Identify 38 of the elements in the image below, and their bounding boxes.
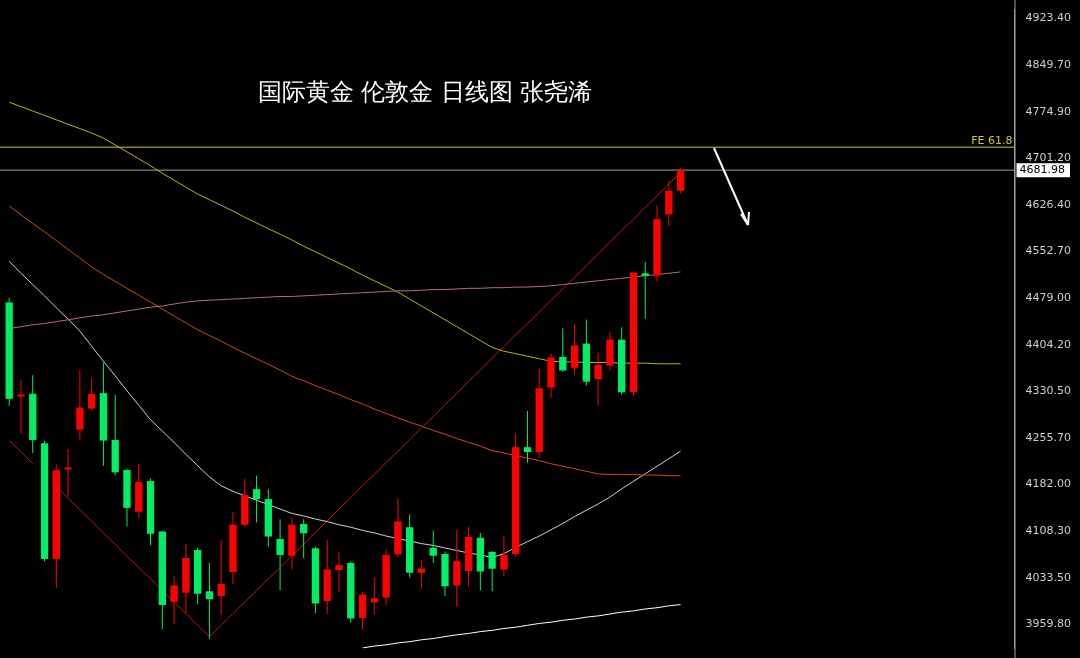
y-tick-label: 4108.30 bbox=[1025, 523, 1072, 537]
candlestick bbox=[559, 327, 567, 373]
candlestick bbox=[76, 368, 84, 441]
candlestick bbox=[570, 323, 579, 376]
y-tick-label: 4701.20 bbox=[1025, 150, 1072, 164]
candlestick bbox=[335, 551, 343, 593]
y-tick-label: 4479.00 bbox=[1025, 290, 1072, 304]
y-tick-label: 4626.40 bbox=[1025, 197, 1072, 211]
ref-line-label: 4681.98 bbox=[1019, 162, 1066, 176]
candlestick bbox=[358, 590, 367, 630]
y-tick-label: 4923.40 bbox=[1025, 11, 1072, 25]
candlestick bbox=[488, 550, 496, 592]
candlestick bbox=[300, 518, 308, 559]
candlestick bbox=[87, 377, 96, 412]
y-tick-label: 3959.80 bbox=[1025, 617, 1072, 631]
y-tick-label: 4849.70 bbox=[1025, 57, 1072, 71]
y-tick-label: 4330.50 bbox=[1025, 383, 1072, 397]
candlestick bbox=[594, 352, 602, 407]
ref-line-label: FE 61.8 bbox=[971, 133, 1013, 147]
y-tick-label: 4774.90 bbox=[1025, 104, 1072, 118]
candlestick bbox=[665, 180, 673, 227]
y-tick-label: 4182.00 bbox=[1025, 477, 1072, 491]
candlestick bbox=[523, 410, 532, 464]
candlestick bbox=[276, 518, 284, 591]
candlestick bbox=[641, 261, 649, 320]
candlestick bbox=[676, 167, 685, 194]
candlestick bbox=[205, 562, 214, 640]
y-tick-label: 4552.70 bbox=[1025, 244, 1072, 258]
candlestick bbox=[417, 559, 426, 590]
candlestick bbox=[500, 535, 508, 578]
candlestick bbox=[217, 539, 225, 616]
text: 国际黄金 伦敦金 日线图 张尧浠 bbox=[256, 77, 594, 108]
candlestick bbox=[170, 576, 178, 625]
y-tick-label: 4033.50 bbox=[1025, 570, 1072, 584]
y-tick-label: 4255.70 bbox=[1025, 431, 1072, 445]
candlestick bbox=[252, 475, 261, 523]
candlestick bbox=[429, 530, 437, 564]
y-tick-label: 4404.20 bbox=[1025, 337, 1072, 351]
